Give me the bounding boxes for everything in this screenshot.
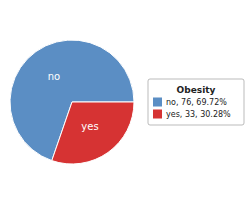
chart: no yes Obesity no, 76, 69.72% yes, 33, 30.28…: [0, 0, 248, 204]
pie-slice: [52, 102, 134, 164]
slice-labels: no yes: [48, 71, 99, 132]
legend-swatch: [153, 98, 162, 107]
legend-item: yes, 33, 30.28%: [153, 110, 231, 119]
slice-label: no: [48, 71, 60, 82]
legend-label: yes, 33, 30.28%: [166, 110, 231, 119]
legend-label: no, 76, 69.72%: [166, 98, 227, 107]
slice-label: yes: [81, 121, 98, 132]
legend-item: no, 76, 69.72%: [153, 98, 227, 107]
legend-frame: [148, 79, 244, 125]
legend-title: Obesity: [177, 85, 216, 95]
legend-swatch: [153, 110, 162, 119]
legend: Obesity no, 76, 69.72% yes, 33, 30.28%: [148, 79, 244, 125]
pie: [10, 40, 134, 164]
